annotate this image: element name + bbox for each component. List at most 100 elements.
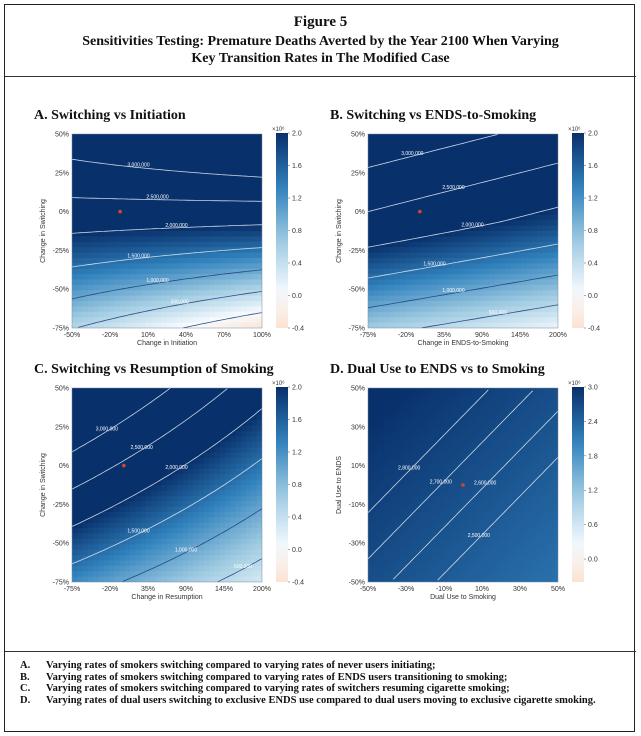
heatmap-cell [103,177,110,184]
heatmap-cell [151,458,158,465]
heatmap-cell [156,247,163,254]
heatmap-cell [145,301,152,308]
heatmap-cell [404,295,411,302]
heatmap-cell [151,317,158,324]
heatmap-cell [219,544,226,551]
heatmap-cell [130,225,136,232]
heatmap-cell [404,522,411,529]
heatmap-cell [124,204,131,211]
heatmap-cell [420,414,427,421]
heatmap-cell [198,414,205,421]
heatmap-cell [214,555,221,562]
heatmap-cell [93,522,99,529]
heatmap-cell [108,247,115,254]
heatmap-cell [536,274,543,281]
heatmap-cell [436,565,443,572]
heatmap-cell [119,150,126,157]
heatmap-cell [167,517,173,524]
heatmap-cell [177,171,184,178]
heatmap-cell [151,257,158,264]
heatmap-cell [256,144,262,151]
y-tick-label: 0% [59,463,69,470]
heatmap-cell [87,414,94,421]
heatmap-cell [135,236,142,243]
heatmap-cell [368,150,374,157]
heatmap-cell [368,322,374,328]
heatmap-cell [489,495,496,502]
heatmap-cell [468,565,475,572]
heatmap-cell [235,322,242,328]
heatmap-cell [452,517,459,524]
colorbar-tick-label: -0.4 [292,326,304,333]
heatmap-cell [383,209,390,216]
heatmap-cell [468,511,475,518]
heatmap-cell [167,495,173,502]
contour-line [72,388,171,453]
heatmap-cell [436,485,443,491]
heatmap-cell [494,560,501,567]
heatmap-cell [431,155,438,162]
heatmap-cell [172,393,179,400]
heatmap-cell [447,150,454,157]
heatmap-cell [177,468,184,475]
heatmap-cell [426,571,432,578]
heatmap-cell [151,177,158,184]
heatmap-cell [510,198,517,205]
heatmap-cell [124,241,131,248]
heatmap-cell [536,166,543,173]
heatmap-cell [193,209,200,216]
heatmap-cell [526,274,533,281]
heatmap-cell [203,544,210,551]
heatmap-cell [404,306,411,313]
heatmap-cell [368,268,374,275]
heatmap-cell [177,225,184,232]
heatmap-cell [383,144,390,151]
heatmap-cell [182,538,189,545]
heatmap-cell [463,398,469,405]
heatmap-cell [452,187,459,194]
heatmap-cell [119,495,126,502]
heatmap-cell [72,139,78,146]
heatmap-cell [420,565,427,572]
heatmap-cell [473,231,480,237]
heatmap-cell [114,301,121,308]
heatmap-cell [484,506,490,513]
heatmap-cell [447,565,454,572]
heatmap-cell [145,517,152,524]
heatmap-cell [463,236,469,243]
y-tick-label: 0% [355,209,365,216]
heatmap-cell [510,144,517,151]
heatmap-cell [182,290,189,297]
heatmap-cell [119,485,126,491]
heatmap-cell [193,187,200,194]
heatmap-cell [103,252,110,259]
heatmap-cell [140,284,147,291]
heatmap-cell [193,555,200,562]
heatmap-cell [135,458,142,465]
heatmap-cell [552,322,558,328]
heatmap-cell [256,441,262,448]
heatmap-cell [378,485,385,491]
heatmap-cell [140,204,147,211]
heatmap-cell [161,198,168,205]
heatmap-cell [140,463,147,470]
heatmap-cell [473,479,480,486]
heatmap-cell [389,144,395,151]
heatmap-cell [457,274,464,281]
heatmap-cell [140,485,147,491]
heatmap-cell [404,139,411,146]
heatmap-cell [198,220,205,227]
heatmap-cell [452,436,459,443]
heatmap-cell [124,257,131,264]
heatmap-cell [167,398,173,405]
heatmap-cell [389,220,395,227]
heatmap-cell [235,436,242,443]
heatmap-cell [240,198,247,205]
heatmap-cells [368,134,558,328]
heatmap-cell [431,252,438,259]
heatmap-cell [431,214,438,221]
heatmap-cell [203,279,210,286]
heatmap-cell [93,414,99,421]
heatmap-cell [145,388,152,394]
heatmap-cell [77,295,84,302]
